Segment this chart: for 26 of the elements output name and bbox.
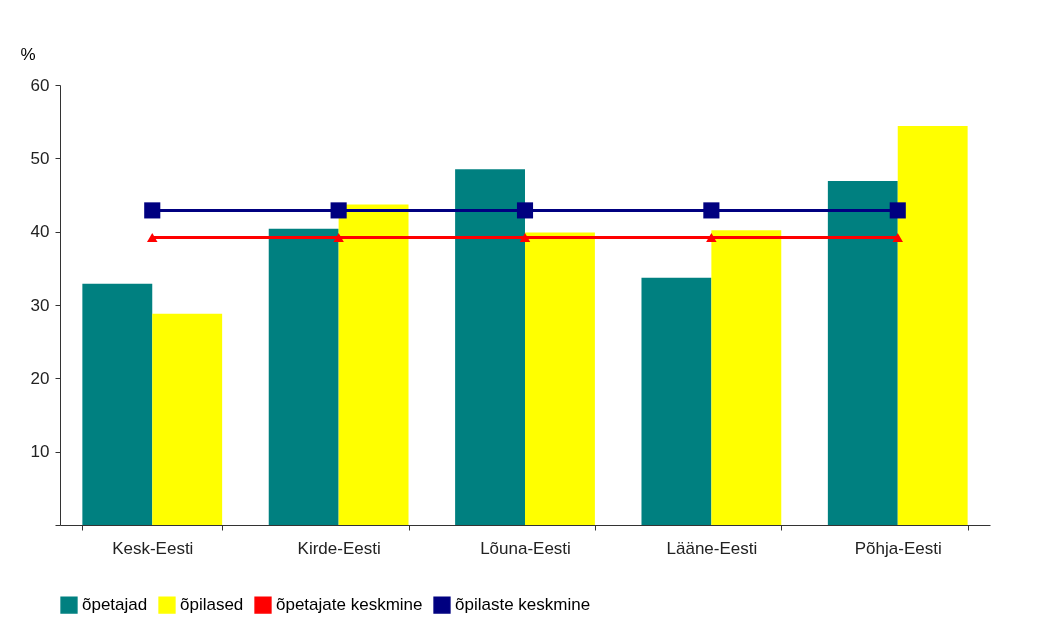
x-tick-label: Kesk-Eesti — [112, 538, 194, 558]
bar — [152, 313, 223, 525]
x-tick-label: Lääne-Eesti — [666, 538, 758, 558]
bar — [711, 230, 782, 525]
y-tick-label: 50 — [30, 148, 50, 168]
x-tick-label: Põhja-Eesti — [854, 538, 942, 558]
bar — [641, 277, 712, 525]
y-axis-title: % — [20, 44, 36, 64]
bar — [827, 181, 898, 525]
x-tick-label: Kirde-Eesti — [297, 538, 381, 558]
bar — [82, 283, 153, 525]
y-tick-label: 60 — [30, 75, 50, 95]
legend-label: õpilaste keskmine — [455, 595, 591, 615]
bar — [338, 204, 409, 525]
y-tick-label: 20 — [30, 368, 50, 388]
legend-label: õpilased — [180, 595, 244, 615]
legend-label: õpetajate keskmine — [276, 595, 423, 615]
bar — [525, 232, 595, 525]
x-tick-label: Lõuna-Eesti — [480, 538, 571, 558]
y-tick-label: 40 — [30, 222, 50, 242]
bar — [455, 169, 525, 525]
y-tick-label: 30 — [30, 295, 50, 315]
y-tick-label: 10 — [30, 442, 50, 462]
bar — [268, 228, 339, 525]
bar — [897, 126, 968, 525]
legend-label: õpetajad — [82, 595, 148, 615]
